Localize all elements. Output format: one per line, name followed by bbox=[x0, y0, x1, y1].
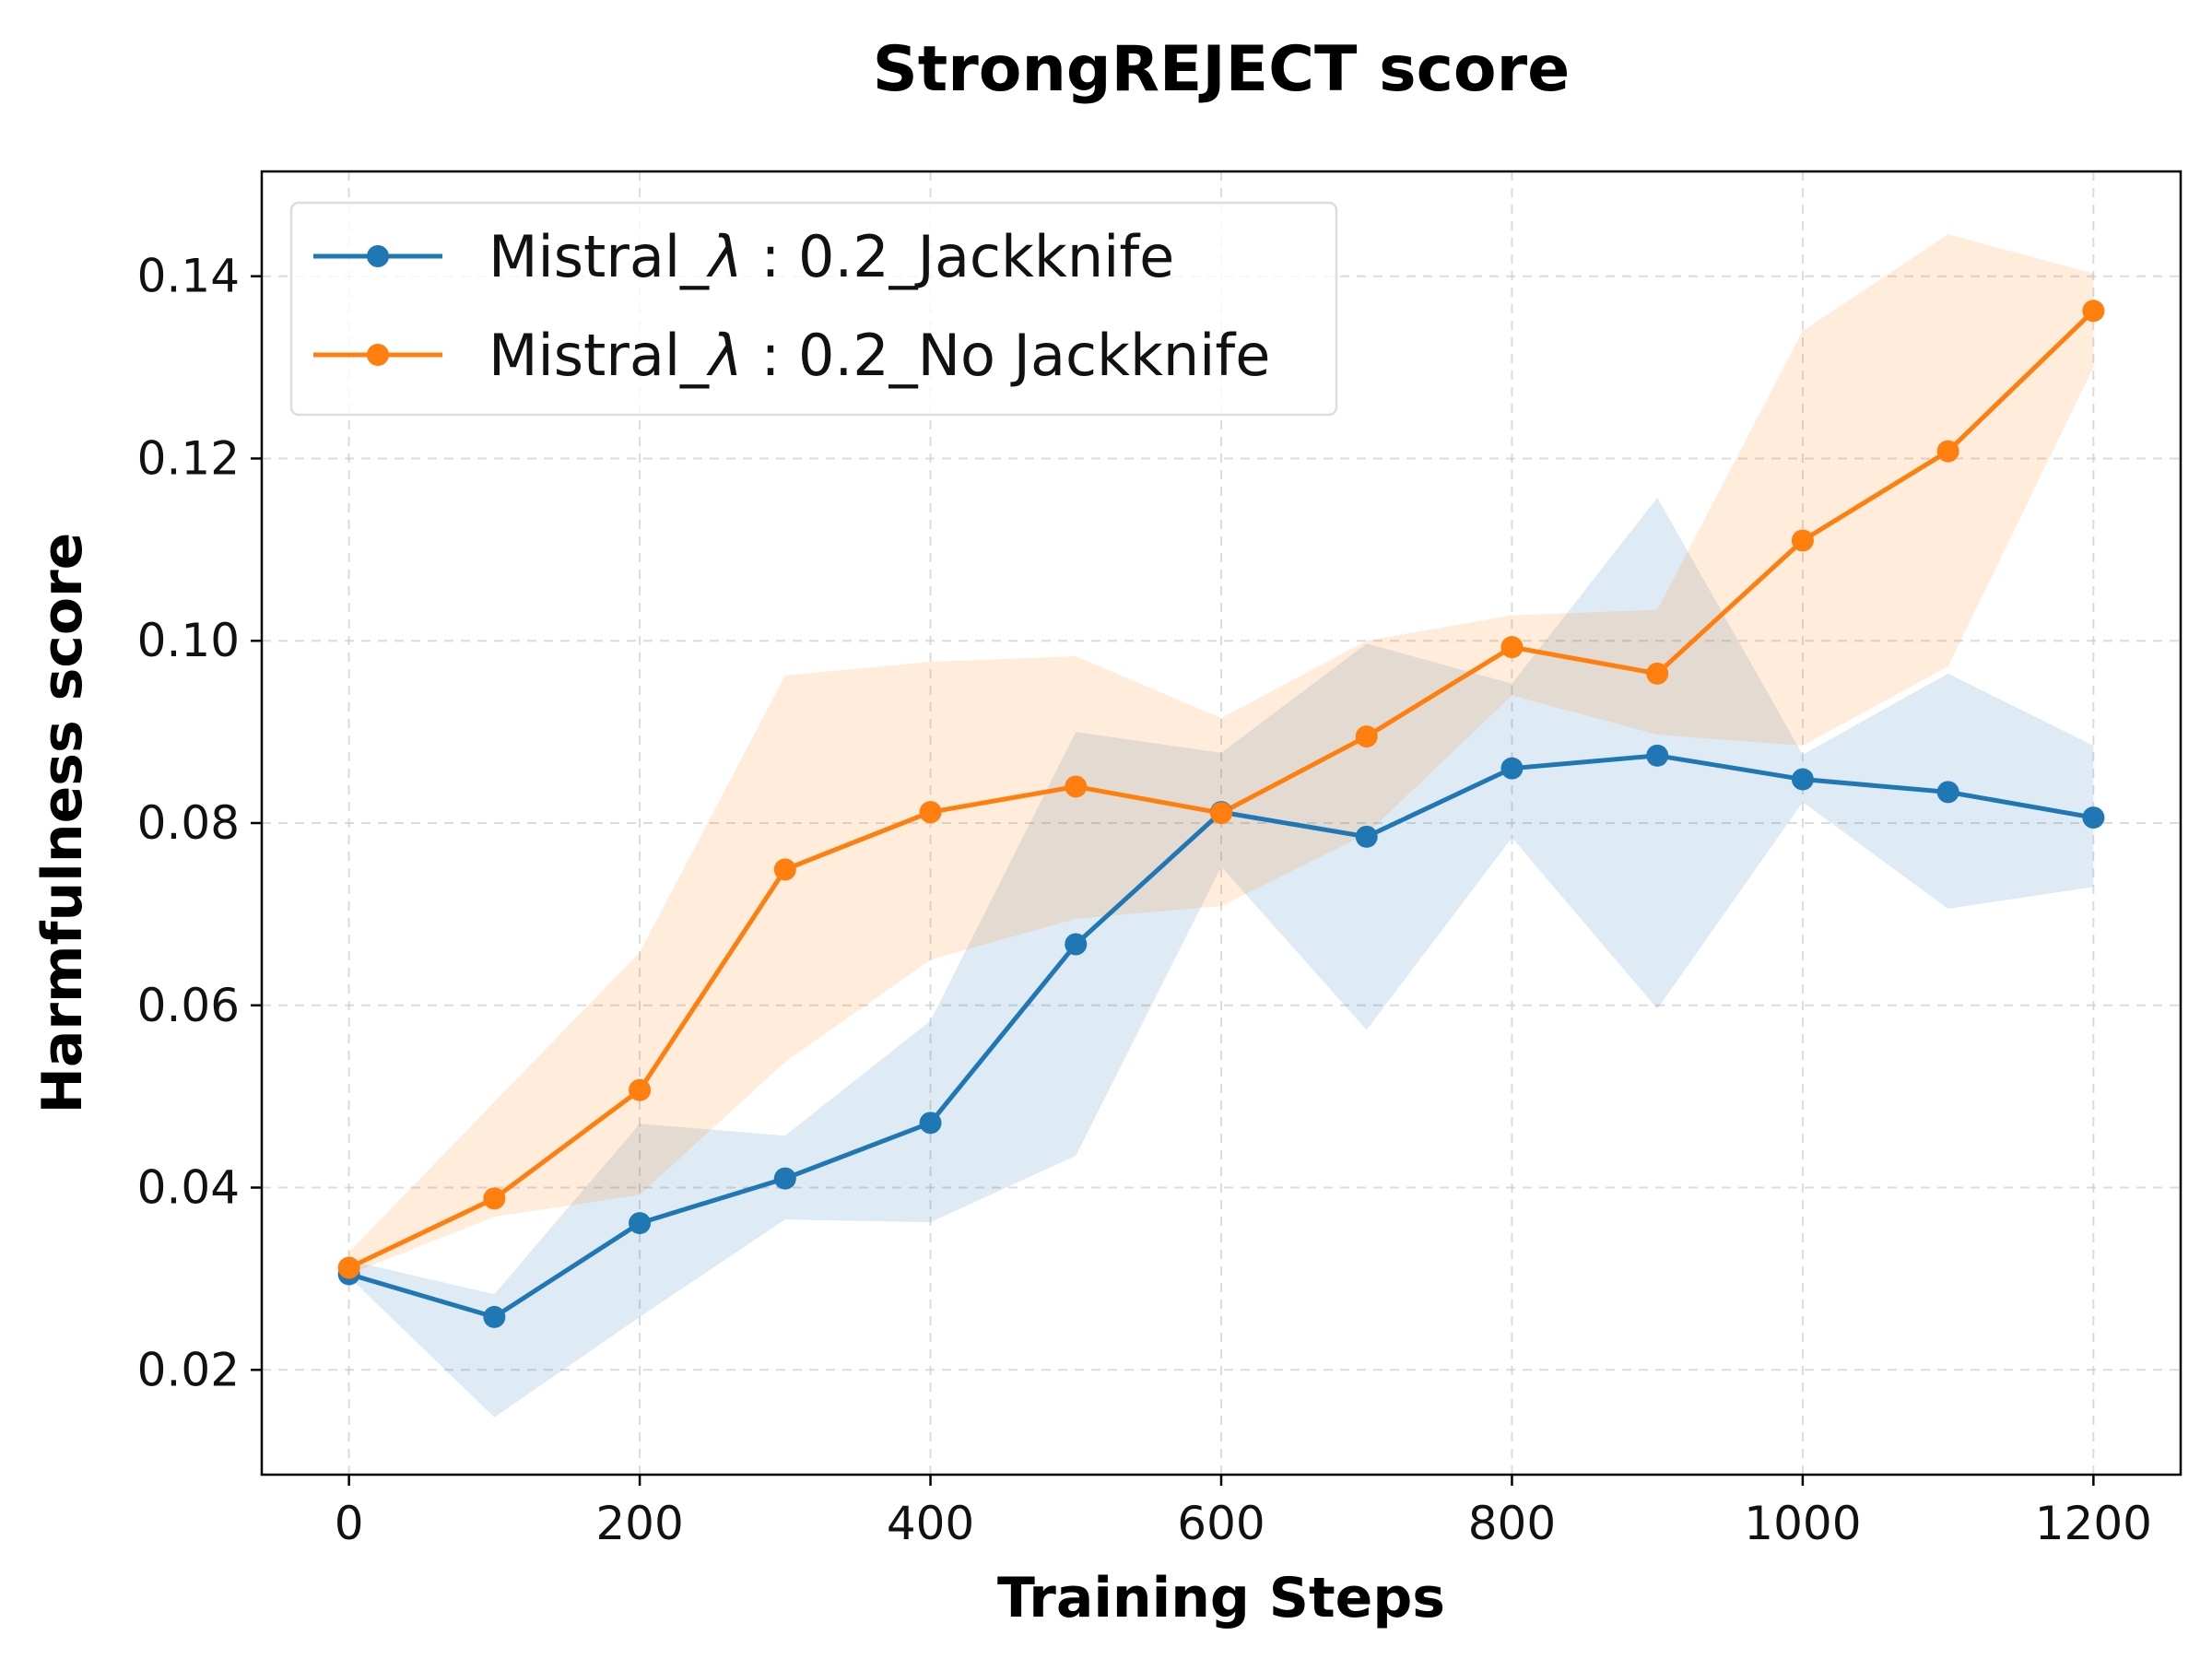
y-axis-label: Harmfulness score bbox=[30, 533, 95, 1114]
data-point bbox=[773, 858, 796, 881]
data-point bbox=[1936, 781, 1959, 804]
data-point bbox=[337, 1256, 360, 1279]
y-tick-label: 0.08 bbox=[137, 796, 240, 850]
data-point bbox=[1500, 636, 1524, 659]
legend-label-part: : 0.2_No Jackknife bbox=[743, 322, 1271, 389]
y-tick-label: 0.06 bbox=[137, 979, 240, 1032]
data-point bbox=[1646, 744, 1669, 767]
y-tick-label: 0.04 bbox=[137, 1161, 240, 1215]
data-point bbox=[2082, 300, 2105, 323]
data-point bbox=[2082, 806, 2105, 830]
x-tick-label: 1200 bbox=[2035, 1497, 2152, 1550]
legend-marker-0 bbox=[367, 245, 389, 267]
x-tick-label: 800 bbox=[1468, 1497, 1556, 1550]
legend-label-part: λ bbox=[706, 223, 743, 290]
x-axis-label: Training Steps bbox=[997, 1566, 1445, 1630]
data-point bbox=[1646, 662, 1669, 685]
x-axis-ticks: 0 200 400 600 800 1000 1200 bbox=[335, 1475, 2152, 1550]
confidence-band-series-1 bbox=[348, 234, 2094, 1275]
x-tick-label: 0 bbox=[335, 1497, 364, 1550]
data-point bbox=[773, 1167, 796, 1190]
legend-label-1: Mistral_λ : 0.2_No Jackknife bbox=[488, 322, 1270, 389]
data-point bbox=[1355, 725, 1378, 748]
x-tick-label: 1000 bbox=[1744, 1497, 1861, 1550]
legend-label-part: Mistral_ bbox=[488, 223, 710, 290]
data-point bbox=[629, 1078, 652, 1101]
data-point bbox=[1065, 775, 1088, 798]
legend-label-part: Mistral_ bbox=[488, 322, 710, 389]
y-axis-ticks: 0.02 0.04 0.06 0.08 0.10 0.12 0.14 bbox=[137, 250, 262, 1396]
chart-title: StrongREJECT score bbox=[873, 33, 1571, 106]
legend-box bbox=[289, 201, 1338, 417]
data-point bbox=[919, 1112, 942, 1135]
x-tick-label: 400 bbox=[887, 1497, 974, 1550]
data-point bbox=[629, 1212, 652, 1235]
legend-label-0: Mistral_λ : 0.2_Jackknife bbox=[488, 223, 1174, 290]
legend-label-part: : 0.2_Jackknife bbox=[743, 223, 1175, 290]
data-point bbox=[483, 1187, 506, 1210]
data-point bbox=[483, 1305, 506, 1328]
series-markers bbox=[337, 300, 2105, 1328]
y-tick-label: 0.10 bbox=[137, 614, 240, 667]
data-point bbox=[1065, 933, 1088, 956]
data-point bbox=[1355, 825, 1378, 848]
y-tick-label: 0.14 bbox=[137, 250, 240, 303]
y-tick-label: 0.02 bbox=[137, 1343, 240, 1396]
x-tick-label: 600 bbox=[1177, 1497, 1265, 1550]
legend-marker-1 bbox=[367, 344, 389, 366]
data-point bbox=[1936, 440, 1959, 463]
x-tick-label: 200 bbox=[595, 1497, 683, 1550]
data-point bbox=[1791, 768, 1814, 791]
data-point bbox=[1210, 802, 1232, 825]
data-point bbox=[919, 801, 942, 824]
legend-label-part: λ bbox=[706, 322, 743, 389]
data-point bbox=[1791, 529, 1814, 552]
y-tick-label: 0.12 bbox=[137, 431, 240, 485]
data-point bbox=[1500, 757, 1524, 780]
